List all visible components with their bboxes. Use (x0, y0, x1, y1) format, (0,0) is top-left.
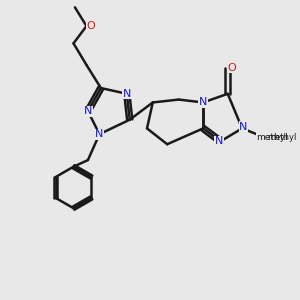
Text: N: N (84, 106, 92, 116)
Text: N: N (199, 98, 207, 107)
Text: methyl: methyl (267, 133, 297, 142)
Text: N: N (239, 122, 248, 132)
Text: N: N (215, 136, 223, 146)
Text: N: N (123, 89, 131, 99)
Text: O: O (86, 21, 95, 31)
Text: N: N (95, 129, 104, 139)
Text: methyl: methyl (256, 133, 288, 142)
Text: O: O (228, 63, 236, 73)
